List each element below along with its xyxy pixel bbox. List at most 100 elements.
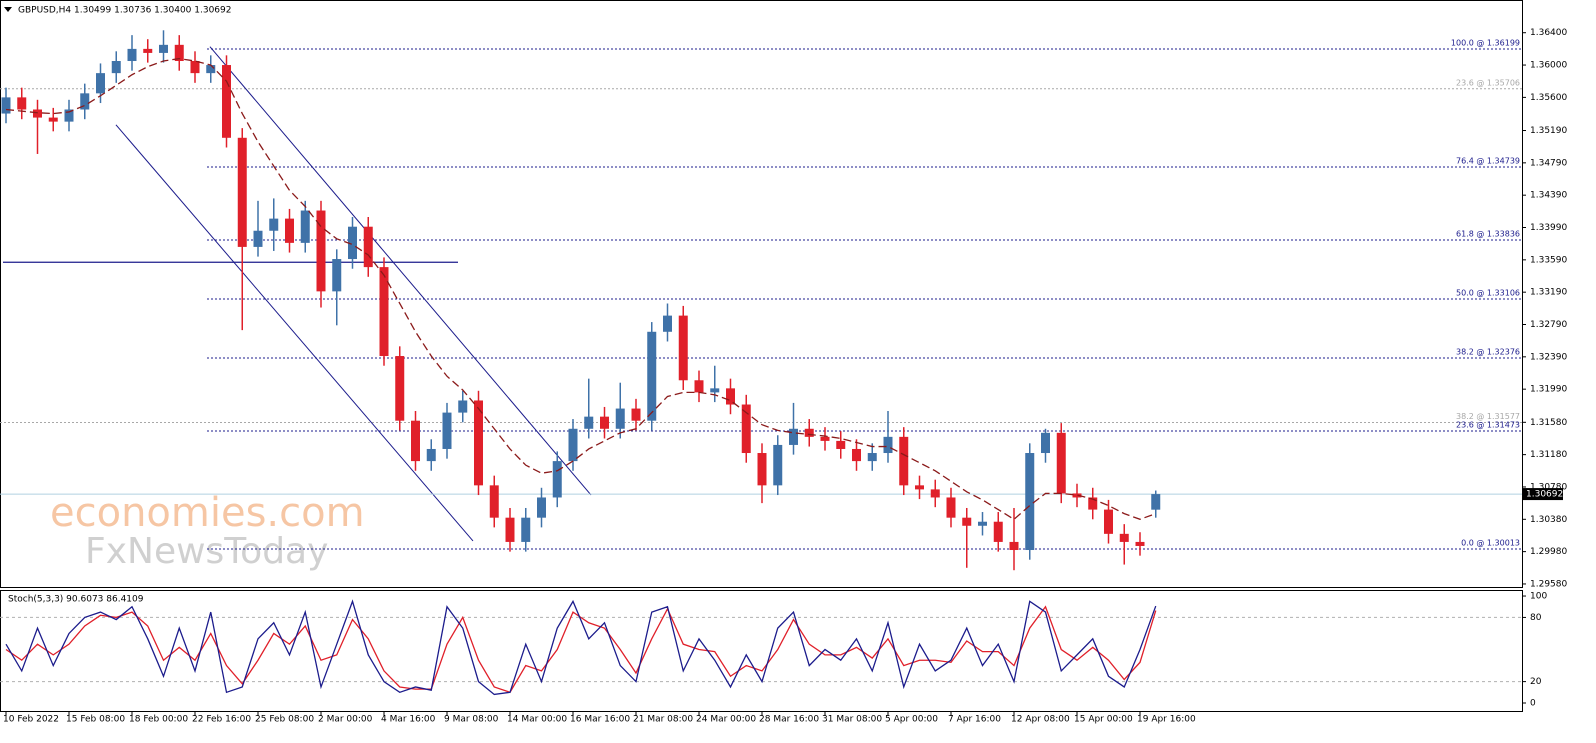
candle-body	[804, 428, 814, 437]
candle-body	[237, 137, 247, 247]
candle-body	[852, 448, 861, 462]
candle-body	[615, 408, 625, 429]
x-tick-label: 15 Apr 00:00	[1074, 715, 1133, 725]
candle-body	[363, 226, 373, 268]
trend-line	[209, 46, 592, 496]
candle-body	[442, 412, 452, 449]
candle-body	[33, 109, 42, 118]
fib-label: 23.6 @ 1.31473	[1456, 420, 1520, 429]
candle-body	[726, 388, 735, 405]
candle-body	[379, 267, 389, 357]
moving-average	[5, 57, 1156, 521]
fib-label: 23.6 @ 1.35706	[1456, 78, 1520, 87]
x-tick-label: 25 Feb 08:00	[255, 715, 314, 725]
candle-body	[300, 210, 310, 243]
candle-body	[552, 461, 562, 498]
candle-body	[741, 404, 751, 454]
candle-body	[1119, 533, 1129, 542]
candle-body	[584, 416, 594, 429]
x-tick-label: 16 Mar 16:00	[570, 715, 630, 725]
stoch-title: Stoch(5,3,3) 90.6073 86.4109	[8, 595, 144, 605]
y-tick-label: 1.35190	[1530, 126, 1567, 136]
candle-body	[978, 521, 987, 526]
y-tick-label: 1.31580	[1530, 418, 1567, 428]
x-tick-label: 12 Apr 08:00	[1011, 715, 1070, 725]
y-tick-label: 1.29580	[1530, 579, 1567, 589]
candle-body	[930, 489, 940, 498]
stoch-y-tick-label: 0	[1530, 699, 1536, 709]
candle-body	[80, 93, 90, 110]
y-tick-label: 1.34390	[1530, 191, 1567, 201]
price-tag	[1523, 488, 1563, 501]
candle-body	[222, 65, 231, 138]
fib-label: 38.2 @ 1.32376	[1456, 347, 1520, 356]
y-tick-label: 1.29980	[1530, 547, 1567, 557]
candle-body	[1104, 509, 1113, 534]
candle-body	[285, 218, 294, 243]
candle-body	[269, 218, 279, 231]
candle-body	[489, 485, 499, 518]
candle-body	[253, 230, 263, 247]
trend-line	[115, 124, 474, 542]
x-tick-label: 18 Feb 00:00	[129, 715, 188, 725]
stoch-y-tick-label: 80	[1530, 613, 1542, 623]
y-tick-label: 1.33190	[1530, 288, 1567, 298]
stoch-line	[5, 599, 1157, 696]
candle-body	[127, 48, 137, 62]
fib-label: 50.0 @ 1.33106	[1456, 288, 1520, 297]
candle-body	[631, 408, 641, 421]
candle-body	[993, 521, 1003, 542]
title-arrow	[4, 7, 12, 12]
x-tick-label: 28 Mar 16:00	[759, 715, 819, 725]
candle-body	[521, 517, 531, 542]
candle-body	[647, 331, 657, 421]
candle-body	[143, 48, 153, 53]
candle-body	[773, 444, 783, 486]
candle-body	[1041, 432, 1050, 454]
candle-body	[411, 420, 420, 462]
y-tick-label: 1.33990	[1530, 223, 1567, 233]
candle-body	[836, 440, 846, 449]
x-tick-label: 7 Apr 16:00	[948, 715, 1001, 725]
candle-body	[915, 485, 924, 490]
candle-body	[962, 517, 972, 526]
candle-body	[1135, 541, 1145, 546]
stoch-panel	[0, 590, 1523, 712]
x-tick-label: 4 Mar 16:00	[381, 715, 436, 725]
y-tick-label: 1.35600	[1530, 93, 1567, 103]
candle-body	[190, 61, 200, 74]
candle-body	[789, 428, 798, 445]
y-tick-label: 1.36000	[1530, 61, 1567, 71]
candle-body	[899, 436, 909, 486]
candle-body	[1151, 494, 1161, 510]
candle-body	[474, 400, 483, 486]
fib-label: 61.8 @ 1.33836	[1456, 229, 1520, 238]
candle-body	[505, 517, 515, 542]
x-tick-label: 31 Mar 08:00	[822, 715, 882, 725]
candle-body	[395, 356, 405, 421]
x-tick-label: 9 Mar 08:00	[444, 715, 499, 725]
y-tick-label: 1.31990	[1530, 385, 1567, 395]
candle-body	[332, 259, 342, 292]
x-tick-label: 24 Mar 00:00	[696, 715, 756, 725]
candle-body	[1072, 493, 1082, 498]
candle-body	[348, 226, 357, 260]
candle-body	[1056, 432, 1066, 494]
watermark: economies.com	[50, 490, 365, 536]
candle-body	[1025, 453, 1035, 551]
candle-body	[64, 109, 74, 122]
candle-body	[206, 65, 216, 74]
candle-body	[663, 315, 672, 332]
x-tick-label: 2 Mar 00:00	[318, 715, 373, 725]
y-tick-label: 1.30380	[1530, 515, 1567, 525]
candle-body	[946, 497, 956, 518]
candle-body	[17, 97, 27, 110]
y-tick-label: 1.33590	[1530, 255, 1567, 265]
main-panel	[0, 0, 1523, 588]
candle-body	[426, 448, 436, 462]
candle-body	[537, 497, 546, 518]
candle-body	[867, 453, 877, 462]
candle-body	[820, 436, 830, 441]
x-tick-label: 14 Mar 00:00	[507, 715, 567, 725]
